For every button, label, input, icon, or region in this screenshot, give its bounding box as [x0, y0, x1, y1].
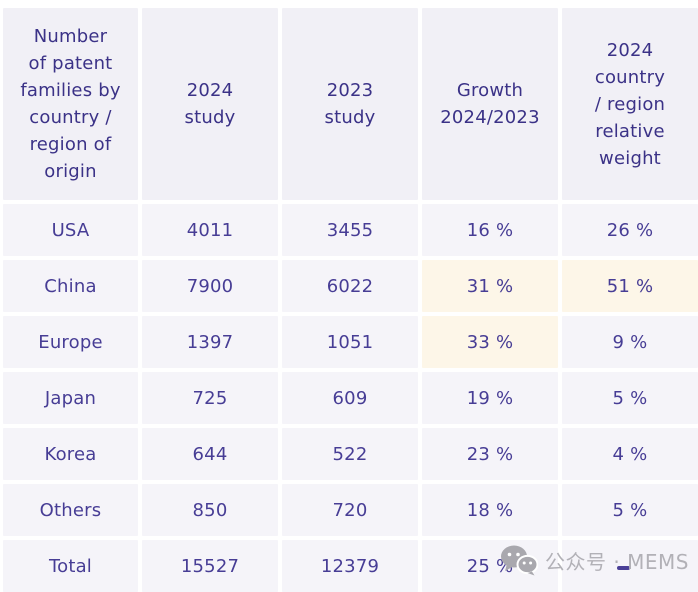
header-cell-growth: Growth 2024/2023 [422, 8, 558, 200]
row-japan-2024: 725 [142, 372, 278, 424]
row-usa-growth: 16 % [422, 204, 558, 256]
row-europe-label: Europe [3, 316, 138, 368]
row-others-weight: 5 % [562, 484, 698, 536]
row-china-label: China [3, 260, 138, 312]
row-total-2024: 15527 [142, 540, 278, 592]
row-europe-2024: 1397 [142, 316, 278, 368]
row-japan-label: Japan [3, 372, 138, 424]
patent-families-table: Number of patent families by country / r… [3, 8, 698, 592]
row-korea-weight: 4 % [562, 428, 698, 480]
row-japan-2023: 609 [282, 372, 418, 424]
row-china-growth: 31 % [422, 260, 558, 312]
row-usa-2024: 4011 [142, 204, 278, 256]
row-others-growth: 18 % [422, 484, 558, 536]
row-total-weight [562, 540, 698, 592]
row-usa-label: USA [3, 204, 138, 256]
row-total-2023: 12379 [282, 540, 418, 592]
watermark: 公众号 · MEMS [500, 542, 689, 578]
row-usa-2023: 3455 [282, 204, 418, 256]
row-others-2023: 720 [282, 484, 418, 536]
row-usa-weight: 26 % [562, 204, 698, 256]
header-cell-2024-study: 2024 study [142, 8, 278, 200]
row-korea-2024: 644 [142, 428, 278, 480]
row-japan-growth: 19 % [422, 372, 558, 424]
wechat-icon [501, 545, 538, 576]
row-europe-2023: 1051 [282, 316, 418, 368]
header-cell-relative-weight: 2024 country / region relative weight [562, 8, 698, 200]
header-cell-origin: Number of patent families by country / r… [3, 8, 138, 200]
row-china-2024: 7900 [142, 260, 278, 312]
row-others-label: Others [3, 484, 138, 536]
row-japan-weight: 5 % [562, 372, 698, 424]
row-china-2023: 6022 [282, 260, 418, 312]
obscured-value-fragment [617, 566, 630, 570]
row-china-weight: 51 % [562, 260, 698, 312]
row-others-2024: 850 [142, 484, 278, 536]
row-europe-weight: 9 % [562, 316, 698, 368]
row-korea-growth: 23 % [422, 428, 558, 480]
watermark-text: 公众号 · MEMS [545, 549, 689, 574]
row-korea-2023: 522 [282, 428, 418, 480]
row-korea-label: Korea [3, 428, 138, 480]
header-cell-2023-study: 2023 study [282, 8, 418, 200]
row-europe-growth: 33 % [422, 316, 558, 368]
row-total-label: Total [3, 540, 138, 592]
